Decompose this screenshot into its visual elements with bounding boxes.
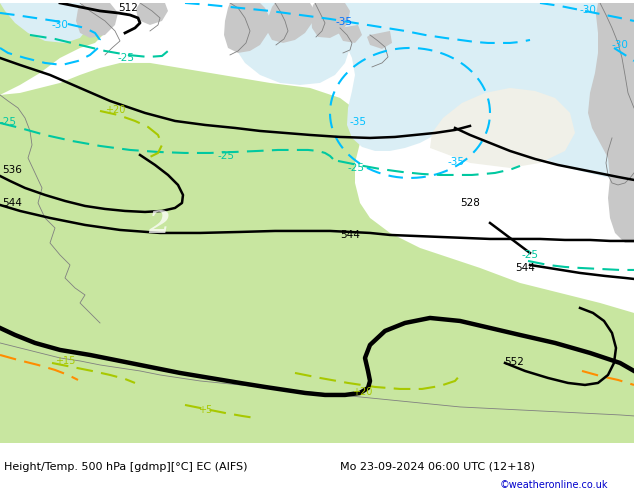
Text: 544: 544 [515, 263, 535, 273]
Text: +20: +20 [105, 105, 126, 115]
Text: -25: -25 [0, 117, 17, 127]
Polygon shape [0, 3, 110, 95]
Text: 2: 2 [148, 209, 169, 240]
Text: Mo 23-09-2024 06:00 UTC (12+18): Mo 23-09-2024 06:00 UTC (12+18) [340, 462, 535, 472]
Polygon shape [588, 3, 634, 243]
Polygon shape [335, 3, 634, 183]
Polygon shape [480, 93, 548, 133]
Text: -25: -25 [218, 151, 235, 161]
Text: ©weatheronline.co.uk: ©weatheronline.co.uk [500, 480, 609, 490]
Polygon shape [0, 63, 634, 443]
Text: -25: -25 [522, 250, 539, 260]
Text: 536: 536 [2, 165, 22, 175]
Polygon shape [0, 3, 90, 43]
Text: -30: -30 [612, 40, 629, 50]
Text: -35: -35 [448, 157, 465, 167]
Text: -35: -35 [335, 17, 352, 27]
Polygon shape [430, 88, 575, 168]
Text: +15: +15 [55, 356, 75, 366]
Polygon shape [136, 3, 168, 25]
Polygon shape [338, 25, 362, 43]
Text: 528: 528 [460, 198, 480, 208]
Text: Height/Temp. 500 hPa [gdmp][°C] EC (AIFS): Height/Temp. 500 hPa [gdmp][°C] EC (AIFS… [4, 462, 247, 472]
Text: -35: -35 [350, 117, 367, 127]
Text: 552: 552 [504, 357, 524, 367]
Text: 512: 512 [118, 3, 138, 13]
Polygon shape [0, 313, 634, 443]
Text: +20: +20 [352, 387, 372, 397]
Polygon shape [367, 31, 392, 49]
Polygon shape [267, 3, 315, 43]
Text: -25: -25 [118, 53, 135, 63]
Text: -25: -25 [348, 163, 365, 173]
Text: -30: -30 [52, 20, 69, 30]
Text: -30: -30 [580, 5, 597, 15]
Polygon shape [224, 3, 270, 53]
Polygon shape [228, 3, 350, 85]
Text: 544: 544 [340, 230, 360, 240]
Polygon shape [76, 3, 118, 38]
Polygon shape [311, 3, 350, 38]
Text: +5: +5 [198, 405, 212, 415]
Text: 544: 544 [2, 198, 22, 208]
